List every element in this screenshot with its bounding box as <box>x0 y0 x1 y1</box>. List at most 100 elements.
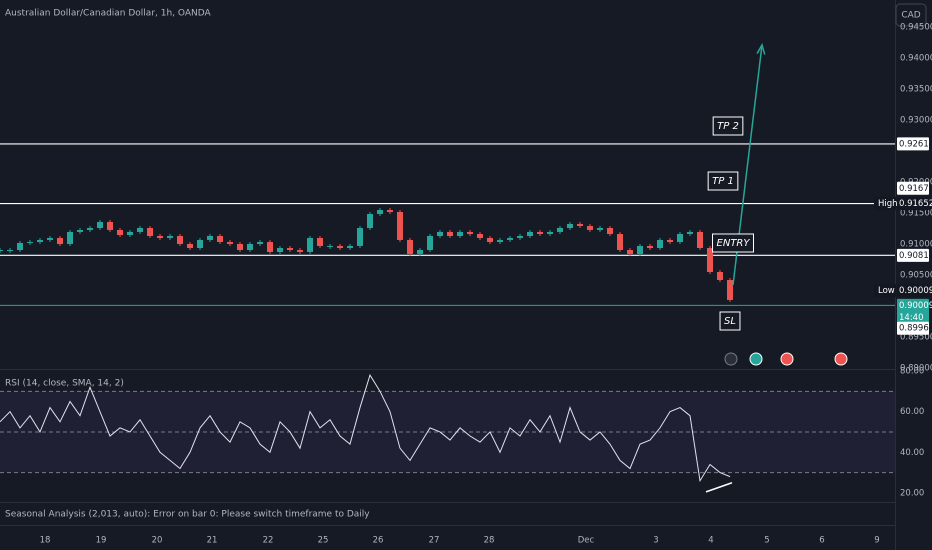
event-icons <box>724 352 848 366</box>
candle <box>237 243 243 251</box>
price-tag-box <box>897 197 929 211</box>
candle <box>577 223 583 227</box>
candle <box>547 231 553 235</box>
annotation: ENTRY <box>712 233 754 253</box>
y-tick-label: 0.90500 <box>900 270 932 280</box>
candle <box>347 245 353 249</box>
candle <box>7 250 13 252</box>
y-tick-label: 0.91500 <box>900 208 932 218</box>
candle <box>337 245 343 249</box>
x-tick-label: 21 <box>207 536 218 546</box>
candle <box>17 242 23 251</box>
annotation: SL <box>719 311 741 331</box>
candle <box>27 242 33 244</box>
candle <box>357 227 363 246</box>
price-tag-label: 0.91652 <box>899 199 932 209</box>
annotation-label: TP 1 <box>712 176 734 187</box>
event-icon[interactable] <box>780 352 794 366</box>
candle <box>727 280 733 300</box>
candle <box>507 237 513 240</box>
candle <box>297 250 303 252</box>
candle <box>717 272 723 281</box>
annotation-box <box>712 233 754 253</box>
candle <box>557 227 563 232</box>
price-countdown: 14:40 <box>899 313 924 323</box>
candle <box>587 226 593 230</box>
price-tag-label: 0.91673 <box>899 184 932 194</box>
candle <box>197 239 203 249</box>
annotation-label: TP 2 <box>717 121 739 132</box>
price-tag-name-box <box>874 283 896 297</box>
y-tick-label: 0.89500 <box>900 332 932 342</box>
candle <box>487 237 493 243</box>
candle <box>157 235 163 238</box>
candle <box>607 227 613 235</box>
candle <box>317 237 323 246</box>
x-tick-label: 26 <box>373 536 384 546</box>
price-tag-name: Low <box>878 286 895 296</box>
candle <box>277 248 283 252</box>
candle <box>567 223 573 228</box>
candle <box>97 221 103 228</box>
currency-button[interactable] <box>895 3 927 27</box>
candle <box>497 239 503 243</box>
price-tag-label: 0.90009 <box>899 301 932 311</box>
arrow-head <box>756 43 766 55</box>
candle <box>397 211 403 240</box>
annotation-box <box>719 311 741 331</box>
x-tick-label: 22 <box>263 536 274 546</box>
candle <box>107 221 113 230</box>
y-tick-label: 60.00 <box>900 407 924 417</box>
price-tag-name-box <box>874 197 896 211</box>
candle <box>127 231 133 235</box>
x-tick-label: 18 <box>40 536 51 546</box>
candle <box>527 231 533 236</box>
candle <box>667 239 673 243</box>
y-tick-label: 20.00 <box>900 488 924 498</box>
candle <box>437 231 443 236</box>
candle <box>57 237 63 244</box>
price-tag-name: High <box>878 199 898 209</box>
y-tick-label: 0.93000 <box>900 115 932 125</box>
event-icon[interactable] <box>749 352 763 366</box>
candle <box>117 229 123 235</box>
price-tag-box <box>897 283 929 297</box>
candle <box>427 235 433 251</box>
y-tick-label: 0.93500 <box>900 84 932 94</box>
candle <box>457 231 463 236</box>
x-tick-label: 27 <box>429 536 440 546</box>
candle <box>417 250 423 254</box>
y-tick-label: 0.89000 <box>900 364 932 374</box>
annotation-label: SL <box>724 316 736 327</box>
candle <box>617 234 623 251</box>
candle <box>637 245 643 254</box>
y-tick-label: 0.91000 <box>900 239 932 249</box>
event-icon[interactable] <box>724 352 738 366</box>
candle <box>447 231 453 236</box>
candle <box>657 239 663 249</box>
x-tick-label: 28 <box>484 536 495 546</box>
candle <box>67 231 73 244</box>
candle <box>377 210 383 214</box>
candle <box>387 210 393 212</box>
event-icon[interactable] <box>834 352 848 366</box>
price-tag-box <box>897 248 929 262</box>
candle <box>697 231 703 249</box>
indicator-message: Seasonal Analysis (2,013, auto): Error o… <box>5 510 370 520</box>
candle <box>307 237 313 252</box>
x-tick-label: 5 <box>764 536 769 546</box>
candle <box>137 227 143 232</box>
y-tick-label: 0.94000 <box>900 53 932 63</box>
candle <box>517 235 523 238</box>
candle <box>627 250 633 254</box>
y-tick-label: 40.00 <box>900 448 924 458</box>
y-tick-label: 80.00 <box>900 367 924 377</box>
candle <box>687 231 693 235</box>
currency-button-label[interactable]: CAD <box>901 11 920 21</box>
y-tick-label: 0.94500 <box>900 22 932 32</box>
candle <box>0 250 3 252</box>
x-tick-label: 20 <box>152 536 163 546</box>
